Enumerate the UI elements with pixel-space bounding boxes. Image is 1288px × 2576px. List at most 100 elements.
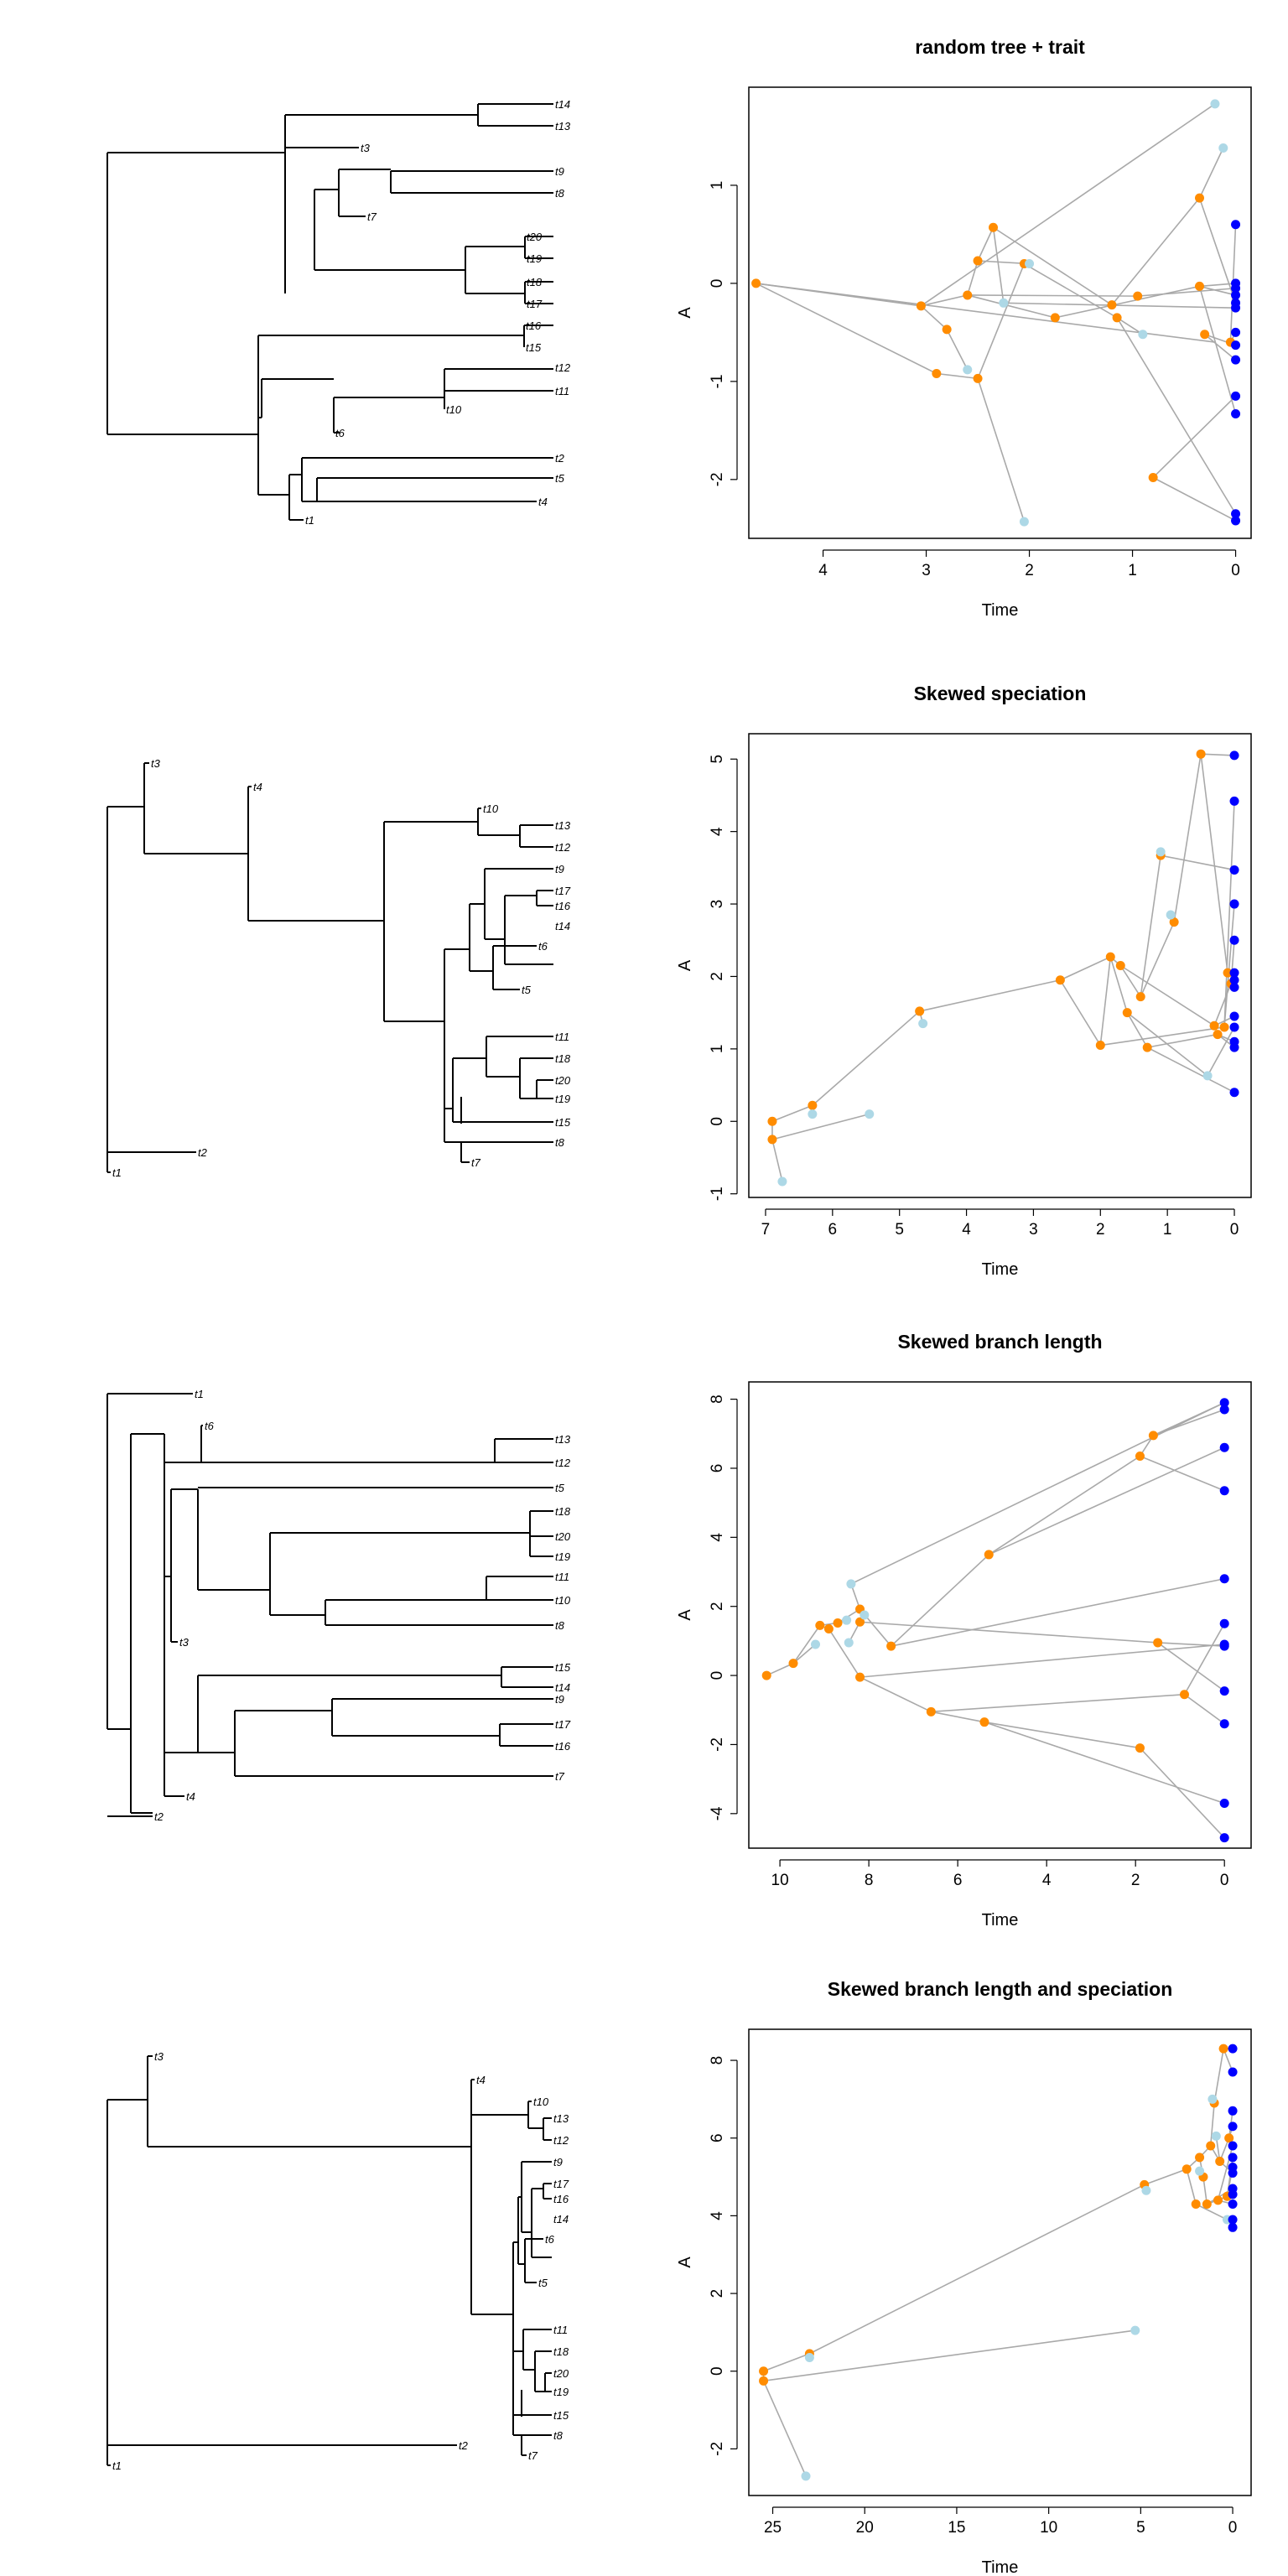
tips-point [1229, 975, 1239, 985]
extinct-point [777, 1176, 787, 1187]
internal-point [759, 2366, 769, 2376]
edge-line [1195, 2203, 1228, 2220]
tips-point [1231, 509, 1241, 519]
edge-line [1209, 2102, 1215, 2147]
tip-label: t1 [112, 1166, 122, 1179]
internal-point [886, 1641, 896, 1651]
x-axis-label: Time [982, 1260, 1019, 1279]
y-tick-label: -4 [709, 1806, 726, 1820]
edge-line [792, 1644, 817, 1665]
edge-line [984, 1721, 1140, 1749]
internal-point [1213, 1030, 1223, 1040]
x-tick-label: 10 [1040, 2519, 1057, 2537]
edge-line [1055, 285, 1200, 319]
x-tick-label: 2 [1096, 1221, 1105, 1239]
chart-title: Skewed branch length and speciation [828, 1978, 1173, 2000]
edge-line [1199, 283, 1236, 288]
tips-point [1228, 2122, 1238, 2132]
extinct-point [1211, 2131, 1221, 2141]
edge-line [992, 227, 1005, 304]
edge-line [1060, 956, 1111, 981]
edge-line [1213, 2049, 1224, 2104]
internal-point [1135, 992, 1145, 1002]
y-tick-label: 0 [709, 1671, 726, 1680]
tip-label: t18 [553, 2345, 569, 2358]
edge-line [1198, 286, 1237, 414]
internal-point [751, 278, 761, 288]
internal-point [1142, 1042, 1152, 1052]
edge-line [1126, 1012, 1208, 1077]
tip-label: t16 [555, 900, 571, 912]
edge-line [1137, 287, 1236, 297]
series-internal [761, 1431, 1189, 1753]
tip-label: t13 [555, 1433, 571, 1446]
edge-line [771, 1139, 783, 1182]
tips-point [1231, 283, 1241, 293]
tip-label: t1 [112, 2459, 122, 2472]
extinct-point [1218, 143, 1228, 153]
edge-line [1111, 197, 1201, 306]
internal-point [1191, 2199, 1201, 2209]
x-tick-label: 0 [1230, 1221, 1239, 1239]
y-tick-label: 2 [709, 2289, 726, 2298]
tip-label: t7 [367, 210, 377, 223]
edge-line [1201, 753, 1235, 756]
x-tick-label: 3 [1029, 1221, 1038, 1239]
series-tips [1229, 750, 1239, 1098]
edge-line [946, 329, 969, 371]
edge-line [977, 263, 1026, 379]
internal-point [1224, 2133, 1234, 2143]
edge-line [967, 294, 1138, 297]
internal-point [984, 1550, 994, 1560]
edge-line [771, 1104, 813, 1123]
series-internal [759, 2044, 1234, 2386]
edge-line [860, 1676, 932, 1713]
edge-line [1099, 957, 1112, 1046]
tips-point [1219, 1798, 1229, 1808]
tips-point [1231, 220, 1241, 230]
extinct-point [1202, 1071, 1213, 1081]
tip-label: t11 [555, 1571, 569, 1583]
tips-point [1231, 516, 1241, 526]
chart-panel-1: random tree + trait 4 3 2 1 0 Time 1 0 -1 -2 A [676, 36, 1252, 620]
tip-label: t6 [335, 427, 345, 439]
tip-label: t20 [553, 2367, 569, 2380]
x-axis-label: Time [982, 1911, 1019, 1929]
internal-point [1122, 1008, 1132, 1018]
series-tips [1219, 1398, 1229, 1843]
edge-line [931, 1711, 985, 1723]
tips-point [1228, 2106, 1238, 2116]
chart-panel-3: Skewed branch length 10 8 6 4 2 0 Time 8 6 4 2 0 -2 -4… [676, 1331, 1252, 1929]
y-axis-label: A [676, 959, 694, 971]
extinct-point [865, 1109, 875, 1119]
tip-label: t20 [555, 1074, 571, 1087]
edge-line [860, 1644, 1225, 1678]
tip-label: t18 [555, 1052, 571, 1065]
y-tick-label: 8 [709, 1394, 726, 1404]
tip-label: t8 [555, 1136, 565, 1149]
internal-point [973, 373, 983, 383]
y-tick-label: 4 [709, 827, 726, 836]
tips-point [1228, 2044, 1238, 2054]
y-tick-label: -2 [709, 1737, 726, 1752]
tip-label: t8 [555, 1619, 565, 1632]
tip-label: t19 [527, 252, 542, 265]
edge-line [891, 1554, 989, 1647]
tips-point [1228, 2067, 1238, 2077]
tip-label: t5 [555, 1482, 565, 1494]
x-tick-label: 1 [1163, 1221, 1172, 1239]
y-tick-label: 0 [709, 2366, 726, 2376]
edge-line [1147, 1033, 1218, 1048]
x-tick-label: 5 [1136, 2519, 1145, 2537]
extinct-point [1208, 2094, 1218, 2104]
edge-line [1116, 317, 1144, 335]
edge-line [988, 1446, 1225, 1555]
internal-point [823, 1623, 834, 1633]
tree-1: t14 t13 t3 t9 t8 t7 t20 t19 t18 t17 t16 t15 t12 t11 t1… [106, 98, 571, 527]
internal-point [973, 256, 983, 266]
edge-line [850, 1401, 1225, 1585]
tips-point [1219, 1641, 1229, 1651]
y-axis-label: A [676, 1609, 694, 1621]
tip-label: t6 [545, 2233, 555, 2246]
